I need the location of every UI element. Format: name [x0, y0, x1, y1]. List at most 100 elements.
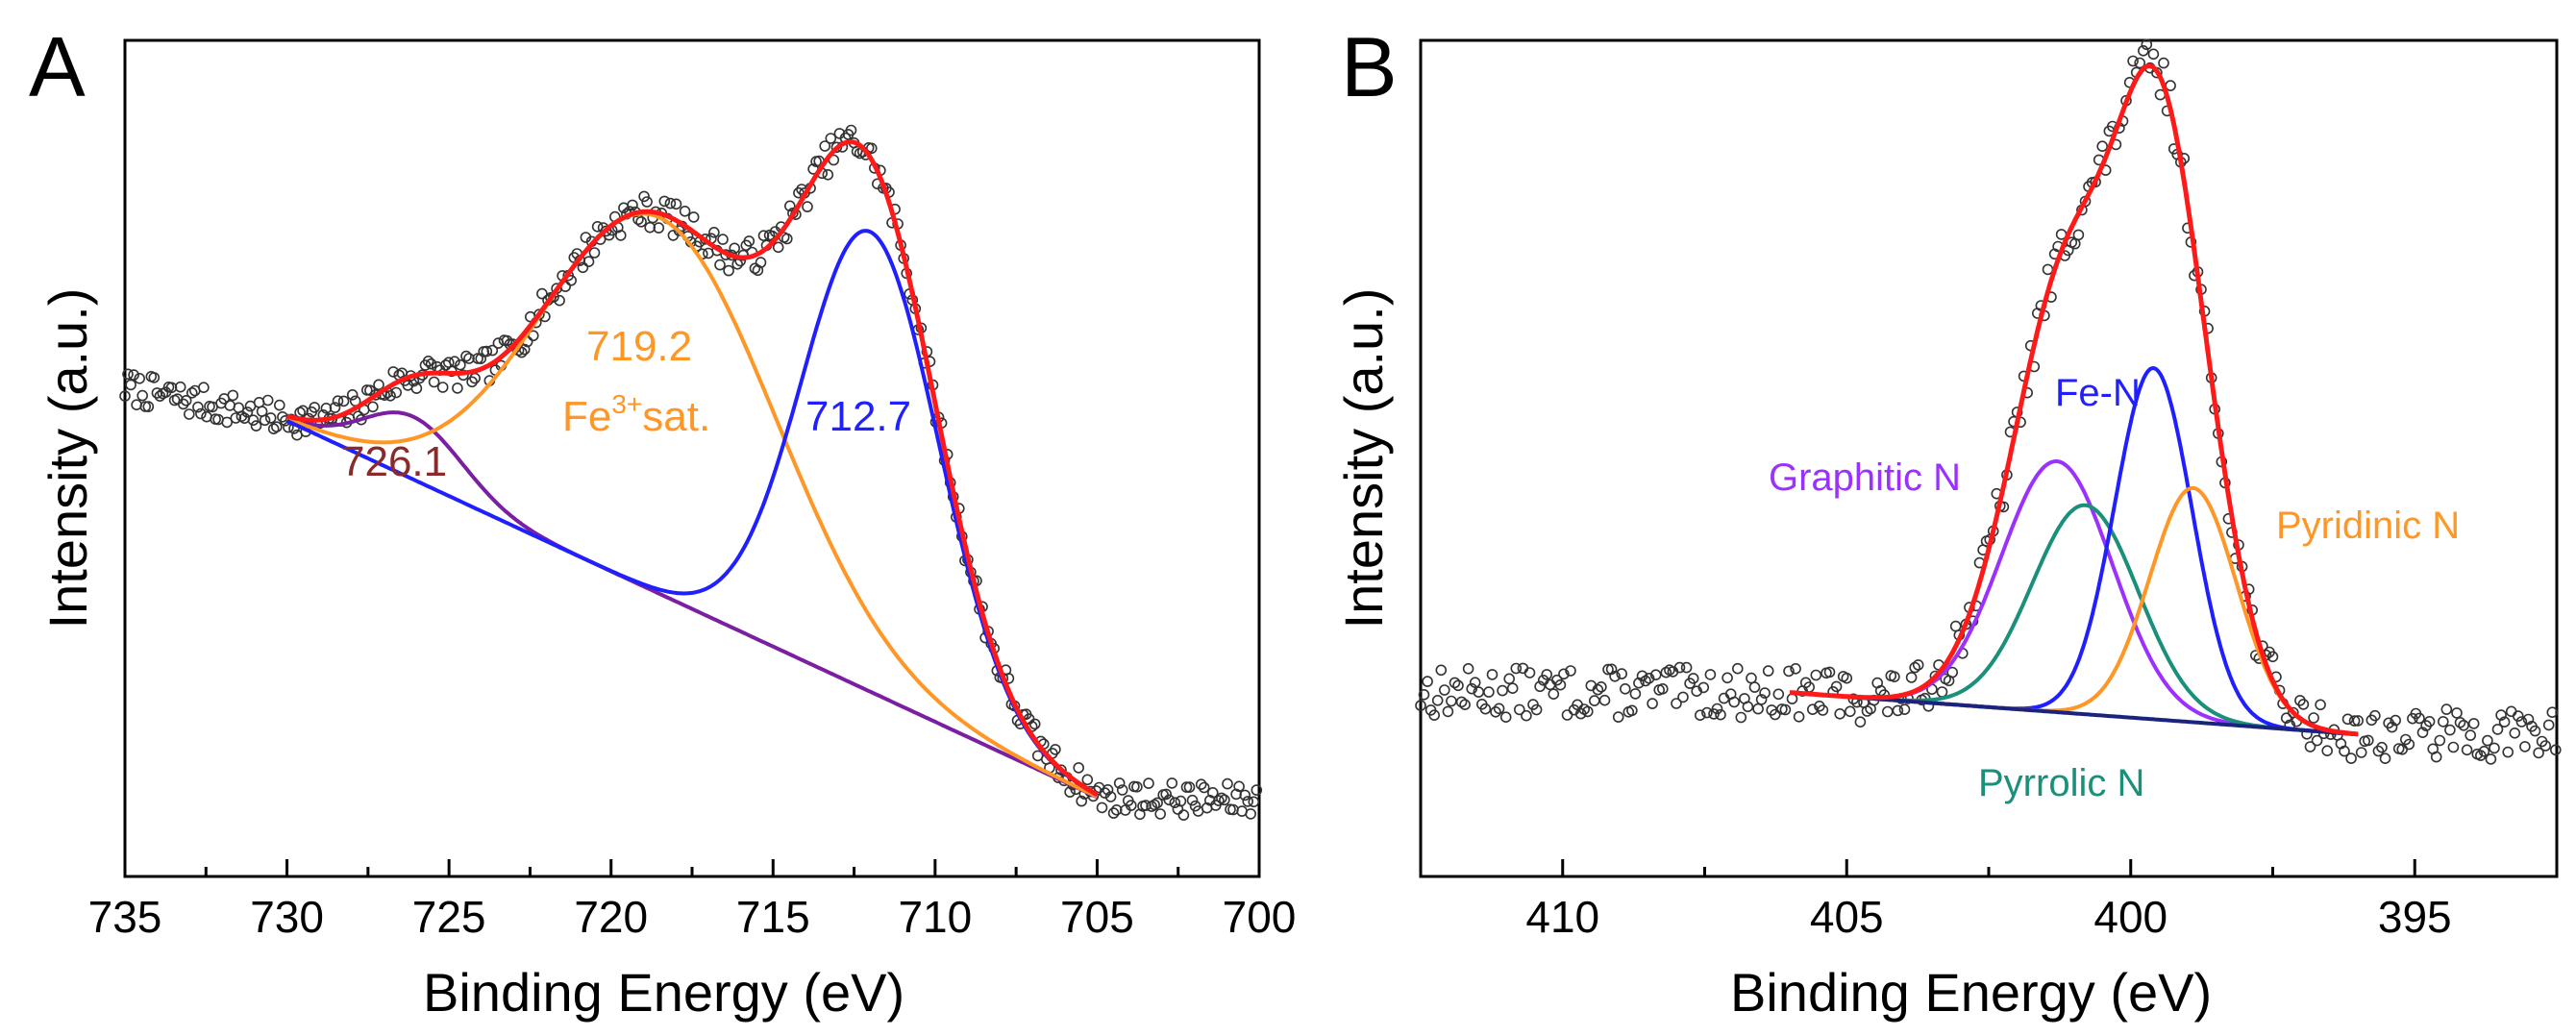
panel-b-data-point: [1506, 682, 1519, 695]
panel-b-data-point: [1687, 673, 1699, 684]
panel-b-x-tick-label: 405: [1810, 892, 1884, 942]
panel-a-data-point: [460, 350, 472, 362]
panel-b-data-point: [2096, 140, 2108, 152]
panel-b-data-point: [2134, 57, 2145, 69]
panel-b-data-point: [2379, 752, 2391, 765]
panel-a-data-point: [1245, 808, 1256, 820]
panel-a-data-point: [320, 402, 333, 414]
panel-b-data-point: [2430, 751, 2442, 763]
panel-b-data-point: [1715, 708, 1726, 721]
panel-b-data-point: [1905, 672, 1918, 683]
panel-a-data-point: [475, 353, 487, 365]
panel-b-data-point: [2355, 747, 2367, 758]
panel-a-data-point: [772, 241, 784, 254]
panel-b-data-point: [1786, 693, 1798, 704]
panel-b-data-point: [1701, 706, 1713, 719]
panel-a-data-point: [270, 421, 283, 433]
panel-a-data-point: [627, 199, 638, 211]
panel-a-data-point: [845, 124, 857, 136]
panel-a-fit-curves: [285, 139, 1099, 800]
panel-b-data-point: [1830, 680, 1843, 693]
panel-b-data-point: [2491, 724, 2504, 735]
panel-b-data-point: [2266, 651, 2279, 663]
panel-a-x-tick-label: 730: [250, 892, 324, 942]
panel-b-data-point: [1834, 707, 1845, 720]
panel-b-data-point: [2147, 48, 2160, 61]
panel-b-data-point: [2308, 712, 2319, 724]
panel-b-data-points: [1415, 38, 2562, 765]
panel-a-data-point: [723, 264, 734, 277]
panel-a-data-point: [466, 376, 478, 388]
panel-b-data-point: [2447, 741, 2460, 753]
panel-a-data-point: [802, 201, 813, 212]
panel-b-data-point: [1946, 666, 1958, 678]
panel-a-data-point: [148, 372, 161, 383]
panel-b-data-point: [1598, 694, 1611, 706]
panel-b-data-point: [1514, 703, 1525, 716]
panel-b-data-point: [1554, 678, 1567, 691]
panel-a-data-point: [1126, 800, 1137, 811]
panel-a-data-point: [708, 227, 720, 238]
panel-b-data-point: [2311, 734, 2323, 747]
panel-b-data-point: [1459, 699, 1471, 711]
panel-b-data-point: [1523, 667, 1536, 678]
panel-b-data-point: [1892, 704, 1904, 717]
panel-a-data-point: [184, 408, 195, 420]
panel-b-data-point: [1510, 662, 1523, 675]
panel-a-data-point: [1198, 781, 1210, 794]
panel-b-data-point: [2550, 744, 2562, 756]
panel-b-data-point: [1517, 662, 1529, 675]
panel-a-curve-envelope: [286, 139, 1099, 798]
panel-a-data-point: [373, 379, 384, 391]
panel-b-data-point: [2390, 714, 2401, 727]
panel-a-data-point: [195, 407, 207, 420]
panel-b-data-point: [2451, 707, 2463, 719]
panel-b-data-point: [1503, 673, 1515, 685]
panel-b-data-point: [2352, 715, 2364, 727]
panel-a: A 735 730 725 720 715 710 705 700 Binding Energ…: [29, 19, 1296, 1023]
panel-a-data-point: [469, 372, 481, 384]
panel-b-data-point: [1626, 704, 1638, 717]
annotation-719-2: 719.2: [586, 323, 692, 370]
panel-b-data-point: [1493, 703, 1505, 715]
panel-b-data-point: [2386, 721, 2398, 733]
panel-b-data-point: [2533, 747, 2544, 759]
panel-a-data-point: [670, 198, 682, 210]
panel-a-data-point: [332, 395, 344, 407]
panel-b-plot-frame: [1419, 38, 2559, 878]
panel-b-data-point: [2495, 709, 2507, 721]
panel-b-data-point: [1435, 664, 1448, 677]
panel-a-data-point: [198, 382, 210, 394]
panel-a-data-point: [1177, 809, 1190, 821]
panel-a-data-point: [1073, 762, 1084, 774]
panel-a-data-point: [1096, 802, 1108, 814]
panel-b-data-point: [2280, 712, 2292, 725]
panel-a-data-point: [186, 386, 198, 399]
panel-b-data-point: [1732, 662, 1744, 675]
panel-a-data-point: [1107, 807, 1120, 819]
panel-a-data-point: [679, 206, 691, 217]
panel-a-data-point: [1102, 783, 1114, 796]
panel-b-data-point: [2509, 727, 2521, 739]
panel-b-data-point: [1596, 680, 1607, 693]
panel-b-data-point: [1643, 672, 1655, 684]
panel-a-data-point: [638, 190, 650, 203]
panel-b-data-point: [1949, 620, 1962, 632]
panel-b-data-point: [2539, 740, 2551, 752]
panel-b-data-point: [1909, 661, 1920, 674]
panel-a-data-point: [346, 388, 359, 401]
panel-a-data-point: [1166, 777, 1178, 789]
panel-b-data-point: [1486, 669, 1499, 680]
panel-b-data-point: [1810, 669, 1822, 681]
panel-a-data-point: [755, 257, 767, 268]
panel-a-data-point: [337, 395, 350, 407]
panel-b-data-point: [1466, 682, 1477, 695]
panel-b-data-point: [1845, 705, 1856, 718]
panel-a-data-point: [582, 256, 595, 268]
panel-b-data-point: [1755, 694, 1768, 705]
panel-b-data-point: [2513, 710, 2524, 722]
panel-b-data-point: [1422, 676, 1433, 687]
panel-a-data-point: [390, 386, 403, 399]
panel-b-data-point: [2485, 753, 2497, 765]
panel-b-data-point: [2127, 55, 2139, 67]
